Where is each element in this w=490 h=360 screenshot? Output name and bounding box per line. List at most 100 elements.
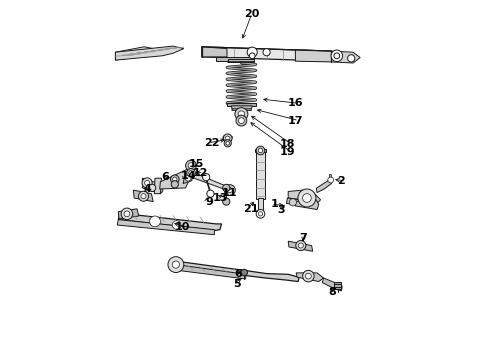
Circle shape	[235, 108, 248, 121]
Text: 22: 22	[204, 138, 220, 148]
Circle shape	[241, 269, 247, 276]
Circle shape	[263, 49, 270, 56]
Text: 6: 6	[234, 269, 242, 279]
Circle shape	[256, 146, 265, 155]
Circle shape	[185, 175, 191, 181]
Polygon shape	[231, 106, 252, 110]
Circle shape	[172, 221, 181, 229]
Circle shape	[296, 240, 306, 251]
Polygon shape	[316, 179, 331, 193]
Circle shape	[224, 140, 231, 147]
Circle shape	[145, 180, 149, 185]
Bar	[227, 103, 256, 106]
Circle shape	[303, 270, 314, 282]
Circle shape	[172, 177, 177, 181]
Circle shape	[187, 168, 196, 177]
Polygon shape	[202, 47, 331, 61]
Text: 17: 17	[288, 116, 303, 126]
Polygon shape	[133, 190, 153, 202]
Circle shape	[298, 243, 303, 248]
Circle shape	[289, 199, 296, 206]
Polygon shape	[202, 47, 227, 57]
Circle shape	[148, 184, 156, 192]
Circle shape	[303, 194, 311, 202]
Circle shape	[224, 185, 235, 195]
Text: 21: 21	[243, 204, 258, 214]
Circle shape	[202, 174, 210, 181]
Text: 13: 13	[213, 193, 228, 203]
Circle shape	[328, 177, 334, 183]
Circle shape	[239, 118, 245, 123]
Circle shape	[236, 115, 247, 126]
Circle shape	[331, 50, 343, 62]
Polygon shape	[117, 220, 215, 235]
Polygon shape	[118, 209, 139, 219]
Circle shape	[258, 148, 263, 153]
Circle shape	[139, 191, 148, 201]
Text: 6: 6	[161, 172, 169, 182]
Polygon shape	[322, 278, 342, 291]
Bar	[228, 59, 254, 62]
Polygon shape	[143, 178, 163, 194]
Text: 11: 11	[222, 188, 238, 198]
Circle shape	[168, 257, 184, 273]
Text: 9: 9	[206, 197, 214, 207]
Polygon shape	[216, 57, 252, 61]
Circle shape	[249, 53, 255, 59]
Polygon shape	[329, 175, 332, 179]
Text: 20: 20	[244, 9, 259, 19]
Text: 18: 18	[280, 139, 295, 149]
Bar	[255, 149, 266, 152]
Polygon shape	[191, 173, 231, 192]
Circle shape	[256, 210, 265, 218]
Text: 7: 7	[299, 233, 307, 243]
Bar	[258, 198, 263, 213]
Circle shape	[121, 208, 133, 220]
Polygon shape	[172, 261, 299, 282]
Circle shape	[305, 273, 311, 279]
Bar	[334, 282, 342, 284]
Polygon shape	[118, 213, 221, 230]
Circle shape	[172, 261, 179, 268]
Polygon shape	[222, 136, 232, 140]
Circle shape	[347, 55, 355, 62]
Polygon shape	[160, 169, 195, 189]
Polygon shape	[296, 273, 323, 282]
Circle shape	[189, 171, 193, 175]
Text: 8: 8	[328, 287, 336, 297]
Polygon shape	[175, 265, 245, 279]
Circle shape	[149, 216, 160, 227]
Polygon shape	[288, 241, 313, 251]
Text: 16: 16	[288, 98, 303, 108]
Text: 10: 10	[174, 222, 190, 232]
Polygon shape	[295, 200, 319, 210]
Polygon shape	[116, 46, 184, 60]
Text: 19: 19	[280, 147, 295, 157]
Bar	[334, 284, 342, 287]
Circle shape	[222, 184, 230, 192]
Circle shape	[223, 134, 232, 143]
Circle shape	[207, 190, 214, 197]
Polygon shape	[288, 190, 320, 206]
Circle shape	[334, 53, 340, 59]
Circle shape	[247, 47, 257, 57]
Text: 4: 4	[143, 184, 151, 194]
Text: 5: 5	[233, 279, 241, 289]
Polygon shape	[183, 175, 193, 184]
Text: 15: 15	[189, 159, 204, 169]
Circle shape	[142, 178, 152, 188]
Bar	[335, 287, 341, 289]
Circle shape	[171, 181, 178, 188]
Circle shape	[171, 175, 179, 184]
Circle shape	[225, 136, 230, 140]
Circle shape	[124, 211, 130, 217]
Circle shape	[238, 111, 245, 117]
Polygon shape	[154, 178, 162, 194]
Text: 2: 2	[338, 176, 345, 186]
Circle shape	[226, 141, 229, 145]
Polygon shape	[116, 47, 159, 60]
Polygon shape	[286, 198, 299, 205]
Text: 12: 12	[192, 168, 208, 178]
Circle shape	[227, 188, 232, 193]
Text: 1: 1	[270, 199, 278, 210]
